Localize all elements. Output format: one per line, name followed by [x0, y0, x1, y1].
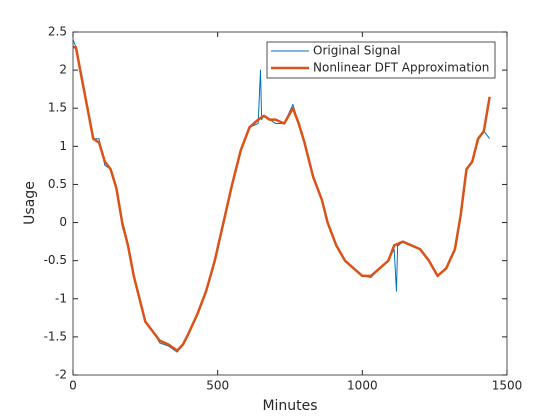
x-tick-label: 1000: [347, 379, 378, 393]
y-tick-label: -1: [55, 291, 67, 305]
x-tick-label: 1500: [492, 379, 523, 393]
x-axis-label: Minutes: [262, 398, 317, 414]
x-tick-label: 500: [206, 379, 229, 393]
y-tick-label: 1: [59, 139, 67, 153]
y-tick-label: 0: [59, 215, 67, 229]
x-tick-label: 0: [69, 379, 77, 393]
legend-text: Nonlinear DFT Approximation: [313, 61, 489, 75]
legend-box: [266, 41, 496, 79]
y-axis-label: Usage: [22, 181, 38, 225]
series-line: [73, 45, 491, 352]
y-tick-label: -2: [55, 368, 67, 382]
y-tick-label: -1.5: [44, 329, 67, 343]
y-tick-label: 0.5: [48, 177, 67, 191]
axes-box: [72, 31, 508, 376]
legend-text: Original Signal: [313, 44, 401, 58]
y-tick-label: 2.5: [48, 25, 67, 39]
y-tick-label: -0.5: [44, 253, 67, 267]
y-tick-label: 2: [59, 63, 67, 77]
y-tick-label: 1.5: [48, 101, 67, 115]
